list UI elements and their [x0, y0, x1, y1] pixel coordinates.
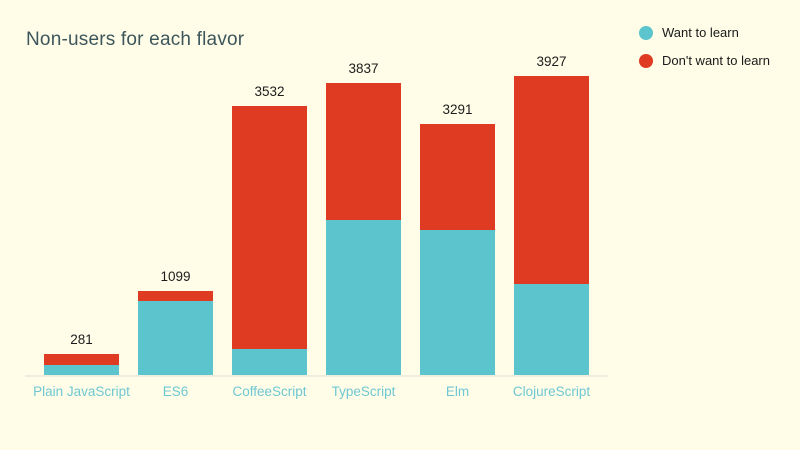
bar-segment-want-to-learn[interactable] [326, 219, 401, 375]
bar-segment-want-to-learn[interactable] [514, 284, 589, 375]
legend: Want to learn Don't want to learn [639, 25, 770, 68]
bar-segment-don-t-want-to-learn[interactable] [514, 76, 589, 285]
bar-segment-don-t-want-to-learn[interactable] [326, 82, 401, 220]
bar-segment-want-to-learn[interactable] [44, 364, 119, 375]
bar-group: 3291 Elm [420, 102, 495, 399]
bar-total-label: 281 [70, 331, 93, 347]
bar-total-label: 3837 [348, 60, 379, 76]
legend-item-dont-want-to-learn[interactable]: Don't want to learn [639, 53, 770, 68]
bar-total-label: 1099 [160, 269, 191, 285]
bar-segment-don-t-want-to-learn[interactable] [44, 353, 119, 365]
legend-dot-icon [639, 53, 653, 68]
chart-title: Non-users for each flavor [26, 29, 245, 50]
plot-area: 281 Plain JavaScript 1099 ES6 3532 CoffeeScri… [33, 54, 590, 399]
x-axis-line [25, 375, 608, 377]
x-axis-label: Elm [445, 384, 470, 399]
bar-segment-want-to-learn[interactable] [138, 301, 213, 375]
bar-group: 281 Plain JavaScript [33, 331, 130, 399]
bar-segment-want-to-learn[interactable] [420, 229, 495, 375]
x-axis-label: Plain JavaScript [33, 384, 130, 399]
x-axis-label: ES6 [162, 384, 189, 399]
bar-segment-don-t-want-to-learn[interactable] [420, 124, 495, 230]
legend-item-want-to-learn[interactable]: Want to learn [639, 25, 770, 40]
legend-label-want-to-learn: Want to learn [662, 25, 739, 40]
bar-segment-want-to-learn[interactable] [232, 348, 307, 375]
x-axis-label: ClojureScript [512, 384, 591, 399]
bar-group: 3532 CoffeeScript [232, 84, 307, 399]
bar-group: 3927 ClojureScript [513, 54, 590, 399]
legend-dot-icon [639, 25, 653, 40]
bar-total-label: 3927 [536, 54, 567, 70]
legend-label-dont-want-to-learn: Don't want to learn [662, 53, 770, 68]
bar-group: 3837 TypeScript [326, 60, 401, 399]
bar-segment-don-t-want-to-learn[interactable] [232, 106, 307, 349]
bar-segment-don-t-want-to-learn[interactable] [138, 291, 213, 302]
bar-total-label: 3532 [254, 84, 285, 100]
x-axis-label: CoffeeScript [232, 384, 307, 399]
x-axis-label: TypeScript [331, 384, 396, 399]
bar-total-label: 3291 [442, 102, 473, 118]
bar-group: 1099 ES6 [138, 269, 213, 399]
